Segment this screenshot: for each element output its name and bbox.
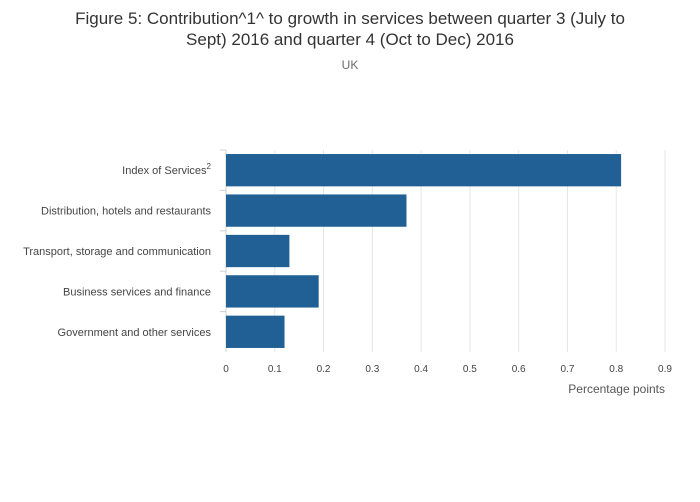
category-label: Government and other services (58, 327, 212, 339)
bar (226, 234, 290, 268)
category-label-text: Distribution, hotels and restaurants (41, 206, 211, 218)
category-label-text: Government and other services (58, 327, 212, 339)
x-tick-label: 0.7 (560, 364, 574, 375)
category-labels: Index of Services2 Distribution, hotels a… (23, 162, 211, 339)
bar (226, 154, 622, 187)
bar (226, 275, 319, 308)
chart-title-line-2: Sept) 2016 and quarter 4 (Oct to Dec) 20… (186, 30, 514, 49)
x-tick-label: 0.2 (317, 364, 331, 375)
chart-title-line-1: Figure 5: Contribution^1^ to growth in s… (75, 9, 625, 28)
x-tick-label: 0.4 (414, 364, 428, 375)
x-tick-label: 0.9 (658, 364, 672, 375)
category-label-text: Index of Services (122, 165, 207, 177)
x-tick-label: 0.3 (365, 364, 379, 375)
category-label-text: Transport, storage and communication (23, 246, 211, 258)
category-label: Business services and finance (63, 286, 211, 298)
category-label: Index of Services2 (122, 162, 211, 177)
category-label: Transport, storage and communication (23, 246, 211, 258)
bars (226, 154, 622, 348)
category-label: Distribution, hotels and restaurants (41, 206, 211, 218)
x-tick-label: 0 (223, 364, 229, 375)
chart-subtitle: UK (342, 58, 359, 72)
x-tick-labels: 0 0.1 0.2 0.3 0.4 0.5 0.6 0.7 0.8 0.9 (223, 364, 672, 375)
x-tick-label: 0.5 (463, 364, 477, 375)
bar (226, 315, 285, 348)
x-tick-label: 0.6 (512, 364, 526, 375)
category-label-superscript: 2 (207, 162, 212, 171)
x-tick-label: 0.8 (609, 364, 623, 375)
bar (226, 194, 407, 227)
x-tick-label: 0.1 (268, 364, 282, 375)
x-axis-label: Percentage points (568, 382, 665, 396)
category-label-text: Business services and finance (63, 286, 211, 298)
